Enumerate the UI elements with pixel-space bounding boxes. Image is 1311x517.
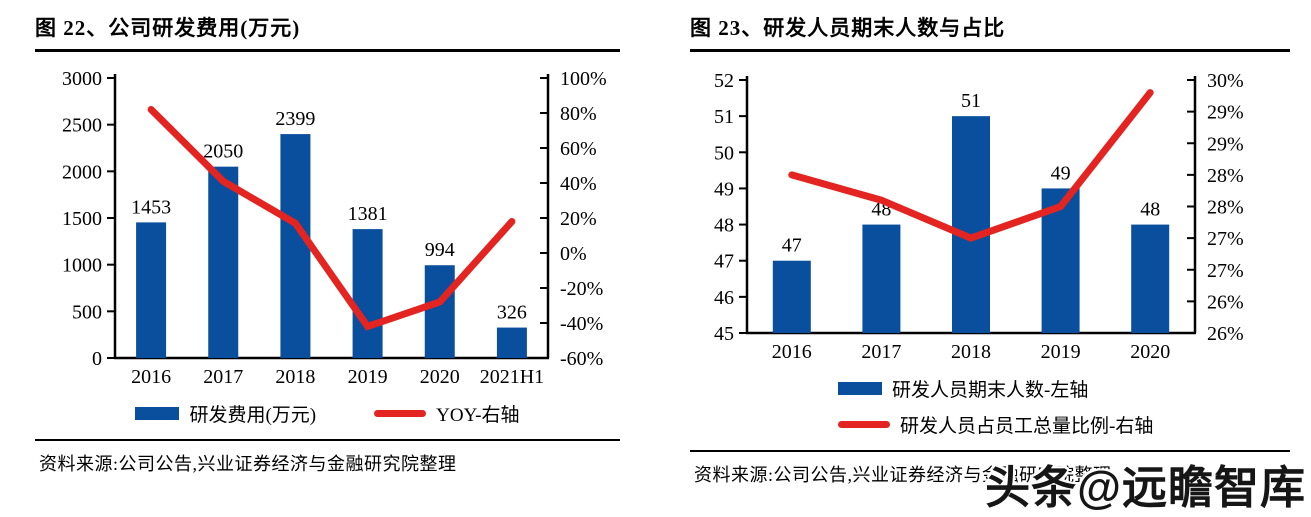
bar-value-label: 49 xyxy=(1051,162,1071,184)
left-axis-tick-label: 2000 xyxy=(62,161,102,183)
chart23-title: 图 23、研发人员期末人数与占比 xyxy=(690,12,1290,52)
x-category-label: 2017 xyxy=(203,366,243,388)
line-series xyxy=(147,106,516,331)
x-category-label: 2020 xyxy=(420,366,460,388)
bar-value-label: 1453 xyxy=(131,196,171,218)
right-axis-tick-label: 30% xyxy=(1207,70,1244,92)
x-category-label: 2021H1 xyxy=(480,366,544,388)
left-axis-tick-label: 500 xyxy=(72,301,102,323)
right-axis-tick-label: -40% xyxy=(560,313,603,335)
bar-2016 xyxy=(772,260,811,333)
x-category-label: 2016 xyxy=(131,366,171,388)
chart23-source-note: 资料来源:公司公告,兴业证券经济与金融研究院整理 xyxy=(690,450,1290,487)
chart22-title: 图 22、公司研发费用(万元) xyxy=(35,12,620,52)
right-axis-tick-label: 29% xyxy=(1207,133,1244,155)
right-axis-tick-label: 26% xyxy=(1207,323,1244,345)
left-axis-tick-label: 45 xyxy=(714,323,734,345)
bar-2018 xyxy=(952,116,990,333)
bar-2017 xyxy=(208,166,239,358)
right-axis-tick-label: 28% xyxy=(1207,197,1244,219)
right-axis-tick-label: 0% xyxy=(560,243,587,265)
right-axis-tick-label: 60% xyxy=(560,138,597,160)
left-axis-tick-label: 50 xyxy=(714,142,734,164)
line-swatch xyxy=(838,421,890,428)
x-category-label: 2018 xyxy=(275,366,315,388)
bar-2016 xyxy=(136,222,167,358)
bar-swatch xyxy=(838,382,882,395)
right-axis-tick-label: 80% xyxy=(560,103,597,125)
right-axis-tick-label: 27% xyxy=(1207,228,1244,250)
chart22-source-note: 资料来源:公司公告,兴业证券经济与金融研究院整理 xyxy=(35,439,620,476)
legend-label: 研发费用(万元) xyxy=(189,405,317,426)
right-axis-tick-label: 100% xyxy=(560,68,607,90)
legend-label: 研发人员占员工总量比例-右轴 xyxy=(900,416,1154,437)
bar-2020 xyxy=(1131,224,1170,333)
left-axis-tick-label: 3000 xyxy=(62,68,102,90)
right-axis-tick-label: 27% xyxy=(1207,260,1244,282)
chart22-figure: 3000 2500 2000 1500 1000 500 0 100% 80% 60% 40% 20%… xyxy=(62,68,607,388)
left-axis-tick-label: 1000 xyxy=(62,255,102,277)
right-axis-tick-label: 28% xyxy=(1207,165,1244,187)
bar-value-label: 2050 xyxy=(203,141,243,163)
legend-item-bar: 研发人员期末人数-左轴 xyxy=(838,375,1290,402)
left-axis-tick-label: 51 xyxy=(714,106,734,128)
x-category-label: 2016 xyxy=(772,341,812,363)
right-axis-tick-label: -20% xyxy=(560,278,603,300)
legend-label: 研发人员期末人数-左轴 xyxy=(892,380,1089,401)
left-axis-tick-label: 49 xyxy=(714,178,734,200)
left-axis-tick-label: 2500 xyxy=(62,115,102,137)
left-axis-tick-label: 48 xyxy=(714,215,734,237)
x-category-label: 2019 xyxy=(348,366,388,388)
line-swatch xyxy=(374,410,427,417)
legend-item-line: 研发人员占员工总量比例-右轴 xyxy=(838,411,1290,438)
bar-value-label: 47 xyxy=(782,235,802,257)
legend-item-line: YOY-右轴 xyxy=(374,400,520,427)
bar-value-label: 994 xyxy=(425,239,455,261)
legend-item-bar: 研发费用(万元) xyxy=(135,400,316,427)
left-axis-tick-label: 47 xyxy=(714,251,734,273)
right-axis-tick-label: -60% xyxy=(560,348,603,370)
bar-value-label: 51 xyxy=(961,90,981,112)
bar-2021H1 xyxy=(496,327,527,358)
line-series xyxy=(788,89,1154,242)
bar-2019 xyxy=(352,229,383,358)
bar-2017 xyxy=(862,224,901,333)
right-axis-tick-label: 26% xyxy=(1207,291,1244,313)
chart22-legend: 研发费用(万元) YOY-右轴 xyxy=(35,400,620,427)
bar-value-label: 1381 xyxy=(348,203,388,225)
chart23-legend: 研发人员期末人数-左轴 研发人员占员工总量比例-右轴 xyxy=(690,375,1290,438)
right-axis-tick-label: 29% xyxy=(1207,102,1244,124)
x-category-label: 2017 xyxy=(861,341,901,363)
legend-label: YOY-右轴 xyxy=(436,405,520,426)
left-axis-tick-label: 52 xyxy=(714,70,734,92)
chart23-figure: 52 51 50 49 48 47 46 45 30% 29% 29% 28% 28% 27% 27% 26%… xyxy=(714,70,1244,363)
left-axis-tick-label: 46 xyxy=(714,287,734,309)
x-category-label: 2019 xyxy=(1041,341,1081,363)
x-category-label: 2020 xyxy=(1130,341,1170,363)
toutiao-watermark: 头条@远瞻智库 xyxy=(985,462,1306,513)
bar-value-label: 48 xyxy=(1140,199,1160,221)
panel-chart23: 图 23、研发人员期末人数与占比 52 51 50 49 48 47 46 45 30% 29% 2… xyxy=(690,12,1290,487)
panel-chart22: 图 22、公司研发费用(万元) 3000 2500 2000 1500 1000 500 0… xyxy=(35,12,620,476)
bar-value-label: 326 xyxy=(497,302,527,324)
bar-2018 xyxy=(280,134,311,358)
bar-swatch xyxy=(135,407,180,420)
left-axis-tick-label: 0 xyxy=(92,348,102,370)
bar-value-label: 2399 xyxy=(275,108,315,130)
x-category-label: 2018 xyxy=(951,341,991,363)
bar-2020 xyxy=(424,265,455,358)
right-axis-tick-label: 20% xyxy=(560,208,597,230)
right-axis-tick-label: 40% xyxy=(560,173,597,195)
left-axis-tick-label: 1500 xyxy=(62,208,102,230)
